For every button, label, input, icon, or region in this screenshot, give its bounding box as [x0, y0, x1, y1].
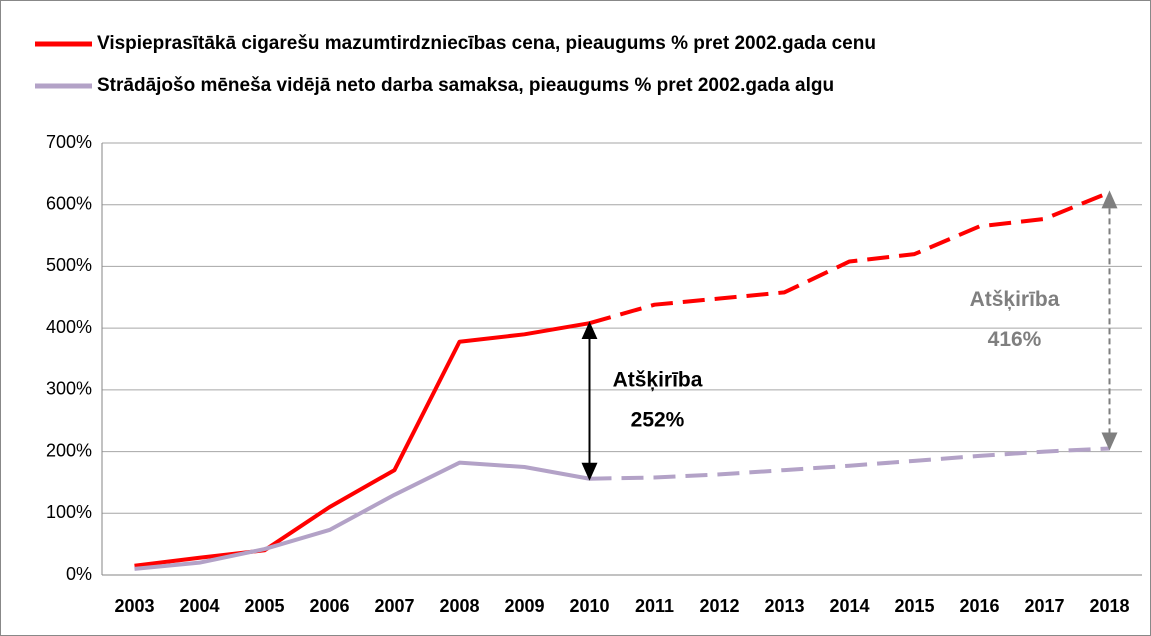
x-tick-label: 2014 [829, 596, 869, 616]
x-tick-label: 2013 [764, 596, 804, 616]
y-tick-label: 200% [46, 440, 92, 460]
series-line [134, 321, 590, 568]
y-tick-label: 100% [46, 502, 92, 522]
series-line [134, 460, 590, 571]
x-tick-label: 2011 [635, 596, 674, 616]
y-tick-label: 700% [46, 132, 92, 152]
y-tick-label: 600% [46, 193, 92, 213]
y-tick-label: 0% [66, 564, 92, 584]
legend-label: Strādājošo mēneša vidējā neto darba sama… [97, 75, 834, 96]
x-tick-label: 2009 [504, 596, 544, 616]
x-tick-label: 2004 [179, 596, 219, 616]
annotation: Atšķirība [613, 369, 703, 392]
x-tick-label: 2015 [894, 596, 934, 616]
series-line-dashed [589, 446, 1110, 481]
y-tick-label: 500% [46, 255, 92, 275]
x-tick-label: 2017 [1024, 596, 1064, 616]
x-tick-label: 2008 [439, 596, 479, 616]
y-tick-label: 400% [46, 317, 92, 337]
annotation: Atšķirība [970, 288, 1060, 311]
annotation: 252% [631, 409, 685, 432]
x-tick-label: 2012 [699, 596, 739, 616]
y-tick-label: 300% [46, 379, 92, 399]
annotation: 416% [988, 328, 1042, 351]
x-tick-label: 2003 [114, 596, 154, 616]
x-tick-label: 2010 [569, 596, 609, 616]
x-tick-label: 2016 [959, 596, 999, 616]
x-tick-label: 2005 [244, 596, 284, 616]
series-line-dashed [588, 190, 1111, 326]
legend-label: Vispieprasītākā cigarešu mazumtirdzniecī… [97, 33, 876, 54]
x-tick-label: 2006 [309, 596, 349, 616]
x-tick-label: 2007 [374, 596, 414, 616]
x-tick-label: 2018 [1089, 596, 1129, 616]
